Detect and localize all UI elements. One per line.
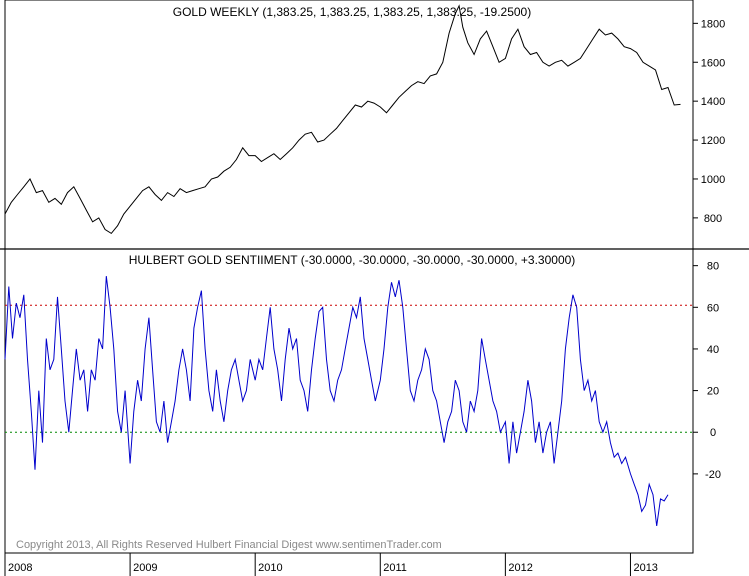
- x-axis: 2008 2009 2010 2011 2012 2013: [4, 552, 693, 576]
- bottom-y-tick-label-4: 60: [707, 302, 719, 314]
- bottom-y-tick-label-1: 0: [710, 427, 716, 439]
- x-axis-ticks: 2008 2009 2010 2011 2012 2013: [4, 553, 658, 576]
- bottom-y-tick-label-5: 80: [707, 261, 719, 273]
- bottom-panel: HULBERT GOLD SENTIIMENT (-30.0000, -30.0…: [4, 253, 721, 551]
- top-panel-title: GOLD WEEKLY (1,383.25, 1,383.25, 1,383.2…: [173, 5, 531, 19]
- copyright-text: Copyright 2013, All Rights Reserved Hulb…: [16, 539, 442, 551]
- x-tick-label-2009: 2009: [133, 562, 157, 574]
- bottom-y-tick-label-0: -20: [705, 469, 721, 481]
- bottom-y-tick-label-3: 40: [707, 344, 719, 356]
- bottom-panel-title: HULBERT GOLD SENTIIMENT (-30.0000, -30.0…: [129, 253, 576, 267]
- sentiment-series-line: [4, 276, 669, 526]
- top-y-tick-label-1: 1000: [701, 174, 725, 186]
- top-y-tick-label-3: 1400: [701, 96, 725, 108]
- x-tick-label-2010: 2010: [258, 562, 282, 574]
- chart-frame: [4, 0, 694, 554]
- x-tick-label-2008: 2008: [8, 562, 32, 574]
- bottom-y-axis: -20 0 20 40 60 80: [693, 261, 721, 481]
- gold-price-series-line: [4, 4, 681, 235]
- top-y-tick-label-4: 1600: [701, 57, 725, 69]
- x-tick-label-2012: 2012: [508, 562, 532, 574]
- top-panel: GOLD WEEKLY (1,383.25, 1,383.25, 1,383.2…: [4, 4, 725, 235]
- top-y-tick-label-0: 800: [704, 213, 722, 225]
- top-y-axis: 800 1000 1200 1400 1600 1800: [693, 18, 725, 225]
- x-tick-label-2011: 2011: [383, 562, 407, 574]
- bottom-y-tick-label-2: 20: [707, 386, 719, 398]
- top-y-tick-label-5: 1800: [701, 18, 725, 30]
- x-tick-label-2013: 2013: [633, 562, 657, 574]
- top-y-tick-label-2: 1200: [701, 135, 725, 147]
